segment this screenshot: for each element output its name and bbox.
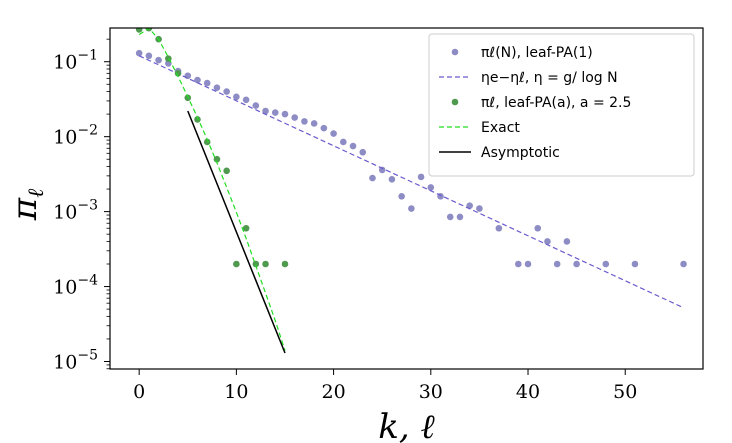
series-1-point (573, 260, 580, 268)
series-3-point (223, 167, 230, 175)
series-1-point (301, 118, 308, 125)
series-3-point (281, 260, 289, 268)
series-1-point (495, 224, 503, 232)
y-tick-label: 10−1 (53, 48, 98, 74)
series-1-point (349, 142, 357, 150)
series-3-point (242, 224, 250, 232)
series-1-point (262, 107, 269, 115)
x-tick-label: 50 (613, 381, 637, 403)
series-1-point (271, 109, 279, 116)
legend-marker-1 (451, 48, 459, 56)
series-2-line (138, 55, 684, 309)
series-1-point (534, 224, 542, 232)
y-axis: 10−1 10−2 10−3 10−4 10−5 (53, 38, 110, 374)
legend-label-4: Exact (481, 120, 520, 136)
legend-label-5: Asymptotic (481, 145, 560, 161)
series-1-point (631, 260, 639, 268)
series-1-point (378, 166, 386, 174)
series-1-point (252, 102, 260, 109)
series-1-point (291, 114, 299, 121)
series-3-point (252, 260, 260, 268)
y-tick-label: 10−5 (53, 348, 98, 374)
series-1-point (203, 79, 211, 87)
series-1-point (369, 174, 376, 182)
y-axis-title: πℓ (5, 188, 49, 221)
series-3-point (194, 116, 201, 123)
x-axis: 0 10 20 30 40 50 (133, 369, 637, 403)
plot-frame (109, 27, 704, 370)
series-1-point (544, 238, 551, 245)
series-1-point (388, 175, 396, 183)
legend-label-1: πℓ(N), leaf-PA(1) (481, 45, 593, 61)
series-3-point (135, 28, 143, 33)
series-1-point (242, 96, 250, 104)
series-1-point (446, 213, 454, 221)
series-1-point (310, 120, 318, 127)
series-5-line (187, 110, 286, 354)
series-4-line (138, 28, 286, 351)
series-1-point (320, 124, 328, 132)
legend-label-3: πℓ, leaf-PA(a), a = 2.5 (481, 95, 631, 111)
series-1-point (135, 49, 143, 57)
series-1-point (427, 184, 435, 191)
legend: πℓ(N), leaf-PA(1) ηe−ηℓ, η = g/ log N πℓ, … (428, 33, 695, 177)
series-1-point (194, 76, 201, 84)
series-1-point (476, 205, 483, 212)
y-tick-label: 10−2 (53, 123, 98, 149)
series-1-point (223, 88, 230, 95)
series-1-point (524, 260, 532, 268)
series-3-point (233, 260, 240, 268)
series-1-point (417, 173, 425, 181)
series-1-point (553, 260, 561, 268)
x-tick-label: 0 (133, 381, 145, 403)
legend-label-2: ηe−ηℓ, η = g/ log N (481, 70, 618, 86)
x-axis-title: k, ℓ (378, 407, 434, 443)
series-1-point (602, 260, 610, 268)
legend-marker-3 (451, 98, 459, 106)
series-3-point (203, 138, 211, 146)
series-1-point (281, 110, 289, 118)
data-layer (135, 28, 687, 354)
y-tick-label: 10−4 (53, 273, 98, 299)
series-1-point (155, 56, 162, 64)
series-1-point (456, 213, 464, 221)
x-tick-label: 10 (224, 381, 248, 403)
series-1-point (213, 84, 221, 92)
plot-area (109, 27, 704, 370)
x-tick-label: 30 (419, 381, 443, 403)
series-1-point (514, 260, 522, 268)
x-tick-label: 20 (321, 381, 345, 403)
series-3-point (213, 155, 221, 163)
series-1-point (233, 93, 240, 101)
series-1-point (145, 52, 153, 60)
series-1-point (408, 205, 415, 212)
series-1-point (330, 130, 337, 137)
series-1-point (466, 202, 473, 209)
series-1-point (680, 260, 687, 268)
series-1-point (184, 72, 192, 80)
y-tick-label: 10−3 (53, 198, 98, 224)
series-1-point (398, 193, 405, 200)
series-1-point (340, 138, 347, 146)
x-tick-label: 40 (516, 381, 540, 403)
legend-box (428, 33, 695, 177)
series-3-point (174, 70, 182, 77)
series-3-point (262, 260, 269, 268)
series-1-point (359, 148, 367, 156)
series-1-point (563, 238, 571, 245)
